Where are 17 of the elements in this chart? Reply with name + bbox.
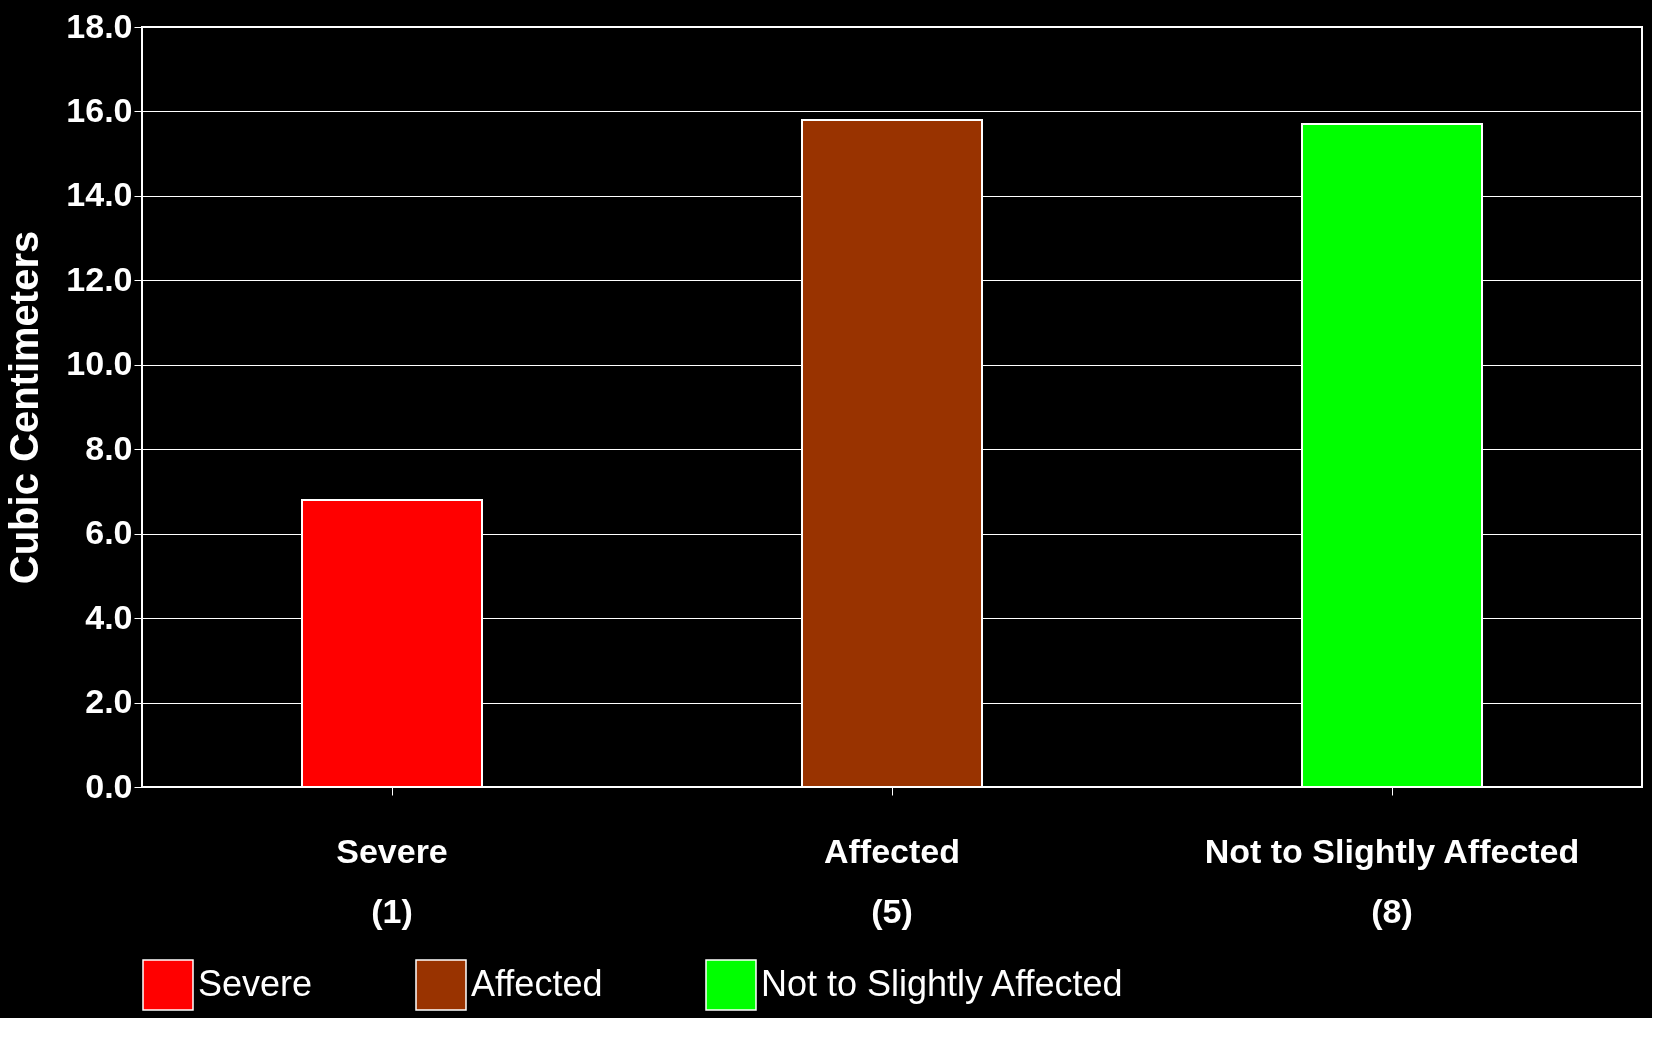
- y-tick-label: 12.0: [66, 259, 133, 298]
- x-tick-label: Not to Slightly Affected (8): [1204, 831, 1580, 930]
- x-tick-label: Severe (1): [336, 831, 448, 930]
- legend-label: Severe: [198, 963, 313, 1004]
- y-tick-label: 8.0: [85, 428, 133, 467]
- y-tick-label: 10.0: [66, 344, 133, 383]
- y-tick-label: 18.0: [66, 6, 133, 45]
- y-tick-label: 2.0: [85, 682, 133, 721]
- x-tick-label: Affected (5): [823, 831, 961, 930]
- y-axis-title: Cubic Centimeters: [2, 230, 47, 585]
- legend-label: Affected: [471, 963, 603, 1004]
- y-tick-label: 4.0: [85, 597, 133, 636]
- y-tick-label: 6.0: [85, 513, 133, 552]
- y-tick-label: 16.0: [66, 90, 133, 129]
- legend-label: Not to Slightly Affected: [761, 963, 1123, 1004]
- y-tick-label: 0.0: [85, 766, 133, 805]
- y-tick-label: 14.0: [66, 175, 133, 214]
